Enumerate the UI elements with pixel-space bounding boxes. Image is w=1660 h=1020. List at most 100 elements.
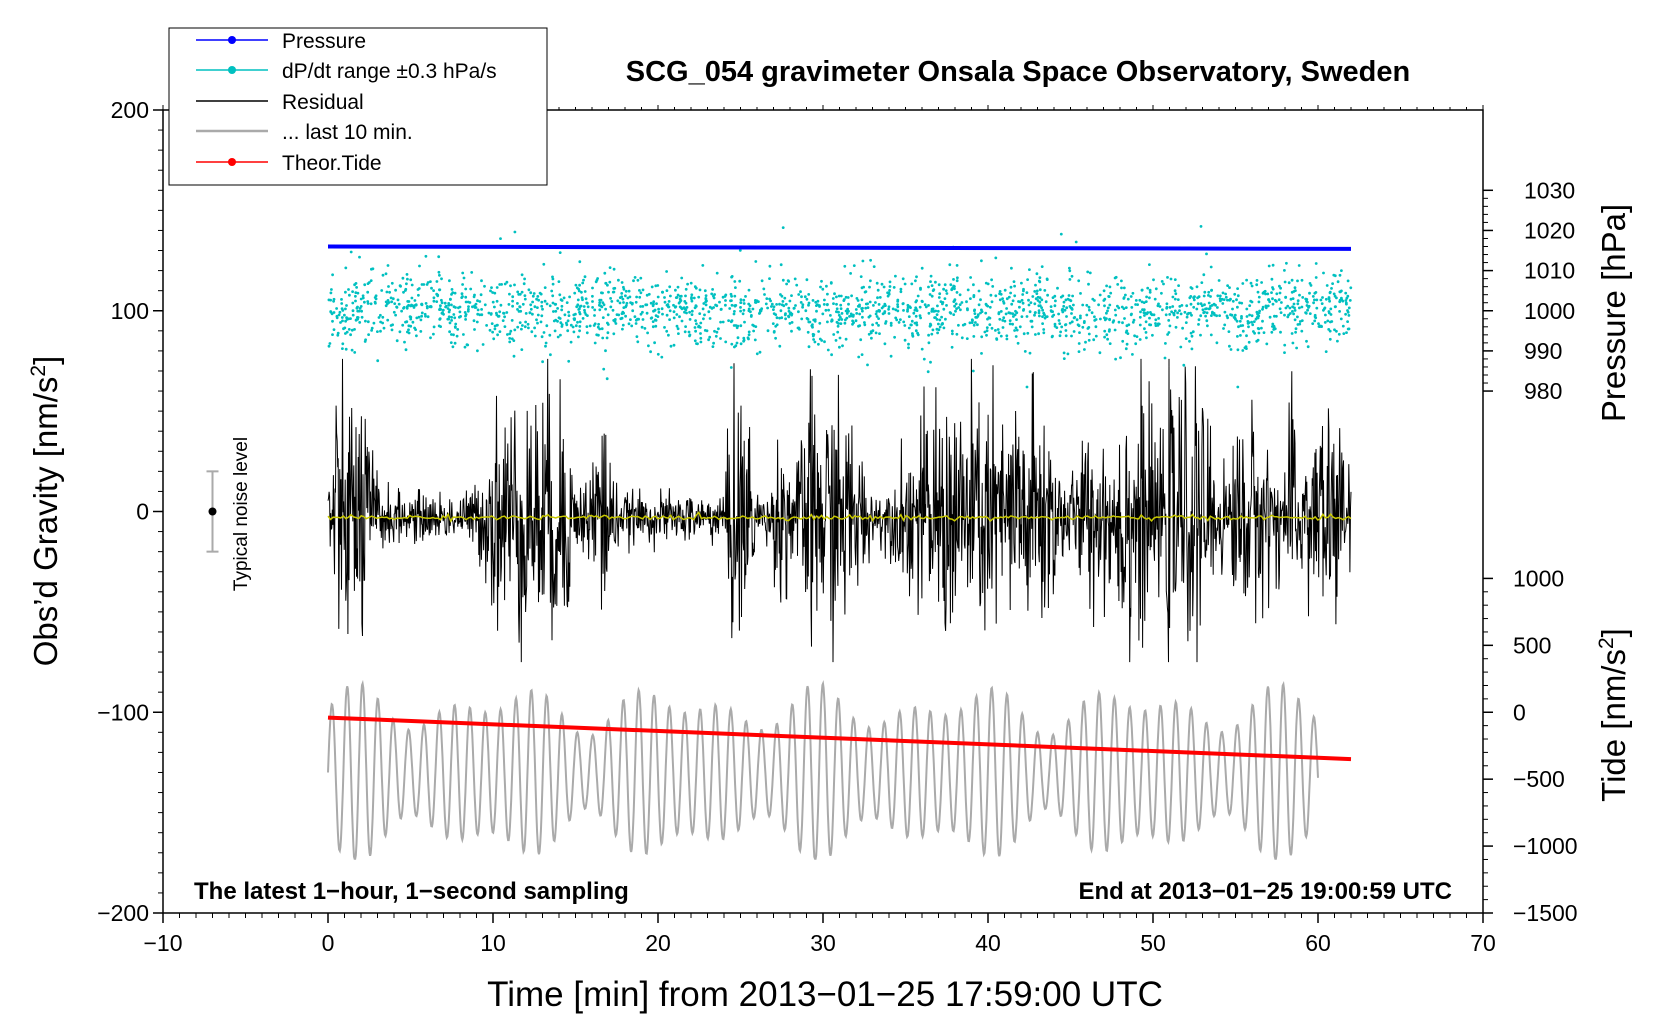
dpdt-point <box>938 325 942 329</box>
dpdt-point <box>1059 330 1062 334</box>
dpdt-point <box>1088 308 1091 312</box>
dpdt-point <box>577 335 580 339</box>
y-axis-label-gravity-main: Obs’d Gravity [nm/s <box>27 377 64 667</box>
dpdt-point <box>980 352 983 355</box>
dpdt-point <box>363 300 366 304</box>
dpdt-point <box>1169 277 1173 281</box>
dpdt-point <box>1138 338 1142 341</box>
dpdt-point <box>1188 339 1191 343</box>
dpdt-point <box>353 328 356 331</box>
dpdt-point <box>505 280 509 284</box>
dpdt-point <box>1103 297 1107 301</box>
dpdt-point <box>548 333 552 337</box>
dpdt-point <box>787 315 791 319</box>
dpdt-point <box>673 305 677 309</box>
dpdt-point <box>1294 327 1298 331</box>
dpdt-point <box>520 290 524 294</box>
dpdt-point <box>733 294 737 298</box>
dpdt-point <box>953 304 956 308</box>
dpdt-point <box>739 306 742 309</box>
dpdt-point <box>614 322 618 325</box>
dpdt-point <box>843 264 847 268</box>
dpdt-point <box>661 312 664 316</box>
dpdt-point <box>823 298 826 302</box>
pressure-tick-label: 1030 <box>1524 177 1575 203</box>
dpdt-point <box>1228 286 1231 289</box>
dpdt-point <box>1223 323 1227 327</box>
dpdt-point <box>1045 315 1049 318</box>
dpdt-point <box>470 271 474 274</box>
dpdt-point <box>1296 302 1300 306</box>
dpdt-point <box>861 259 865 263</box>
dpdt-point <box>758 350 762 354</box>
dpdt-point <box>697 295 701 299</box>
x-tick-label: 50 <box>1140 930 1166 956</box>
dpdt-point <box>1068 305 1072 308</box>
dpdt-point <box>1008 322 1012 326</box>
dpdt-point <box>872 265 876 268</box>
dpdt-point <box>1109 291 1113 295</box>
dpdt-point <box>665 289 669 292</box>
dpdt-point <box>860 298 864 302</box>
dpdt-point <box>1280 301 1283 304</box>
y-tick-label: −200 <box>97 900 149 926</box>
dpdt-point <box>601 336 605 340</box>
dpdt-point <box>1098 351 1102 355</box>
dpdt-point <box>426 281 430 284</box>
dpdt-point <box>399 284 402 288</box>
dpdt-point <box>1248 313 1251 317</box>
dpdt-point <box>815 309 818 313</box>
dpdt-point <box>877 324 880 327</box>
dpdt-point <box>914 329 918 333</box>
dpdt-point <box>790 321 794 324</box>
dpdt-point <box>829 314 832 317</box>
dpdt-point <box>1333 328 1336 332</box>
dpdt-point <box>687 330 691 334</box>
dpdt-point <box>1079 314 1082 318</box>
dpdt-point <box>444 305 447 309</box>
dpdt-point <box>845 312 849 315</box>
dpdt-point <box>338 310 342 314</box>
dpdt-point <box>836 330 840 334</box>
dpdt-point <box>779 263 783 267</box>
dpdt-point <box>816 303 819 307</box>
dpdt-point <box>1026 331 1030 335</box>
dpdt-point <box>639 276 643 280</box>
dpdt-point <box>1275 314 1278 318</box>
dpdt-point <box>452 305 456 309</box>
dpdt-point <box>660 355 664 359</box>
dpdt-point <box>511 295 515 299</box>
dpdt-point <box>461 295 464 298</box>
dpdt-point <box>572 330 576 334</box>
dpdt-point <box>1285 261 1288 265</box>
dpdt-point <box>906 308 909 311</box>
dpdt-point <box>1340 269 1343 272</box>
dpdt-point <box>861 315 864 319</box>
dpdt-point <box>420 314 423 318</box>
dpdt-point <box>701 264 705 267</box>
dpdt-point <box>1030 325 1034 329</box>
dpdt-point <box>539 320 543 324</box>
dpdt-point <box>989 293 993 297</box>
dpdt-point <box>1210 289 1213 292</box>
dpdt-point <box>1117 320 1121 324</box>
x-tick-label: 30 <box>810 930 836 956</box>
dpdt-point <box>396 298 400 302</box>
dpdt-point <box>1142 301 1146 304</box>
dpdt-point <box>876 288 880 292</box>
dpdt-point <box>1186 312 1189 316</box>
dpdt-point <box>1291 305 1294 309</box>
dpdt-point <box>1305 304 1309 307</box>
dpdt-point <box>593 308 597 312</box>
dpdt-point <box>937 322 940 326</box>
dpdt-point <box>784 317 787 321</box>
dpdt-point <box>613 286 617 290</box>
dpdt-point <box>849 272 852 275</box>
dpdt-point <box>668 309 672 313</box>
dpdt-point <box>713 293 716 296</box>
dpdt-point <box>394 313 397 317</box>
dpdt-point <box>480 308 483 311</box>
dpdt-point <box>405 320 409 324</box>
dpdt-point <box>985 326 989 329</box>
dpdt-point <box>1209 265 1213 269</box>
